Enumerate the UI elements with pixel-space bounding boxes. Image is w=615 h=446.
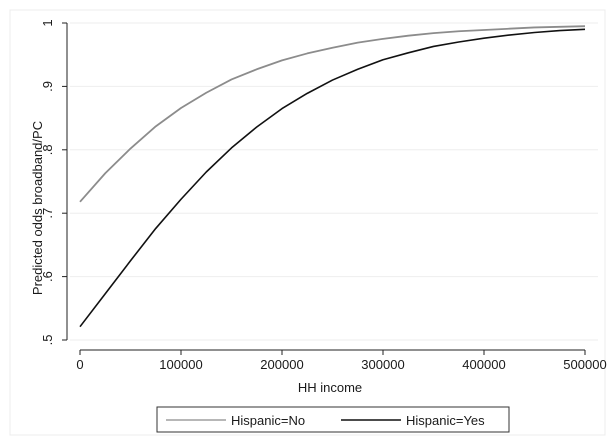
series-line-hispanic-yes [79,28,586,328]
legend: Hispanic=No Hispanic=Yes [156,406,510,433]
axes: .5 .6 .7 .8 .9 1 0 100000 200000 300000 400000 5000… [40,19,607,372]
x-tick-label: 0 [76,357,83,372]
x-tick-label: 300000 [361,357,404,372]
series-line-hispanic-no [79,25,586,203]
y-tick-label: .6 [40,271,55,282]
plot-frame [9,9,606,436]
x-axis-label: HH income [298,380,362,395]
legend-label-hispanic-yes: Hispanic=Yes [406,413,485,428]
x-tick-label: 100000 [159,357,202,372]
y-tick-label: .5 [40,335,55,346]
series-lines [79,25,586,328]
y-tick-label: .8 [40,144,55,155]
x-tick-label: 400000 [462,357,505,372]
legend-label-hispanic-no: Hispanic=No [231,413,305,428]
y-tick-label: .7 [40,208,55,219]
grid-lines [70,22,598,341]
y-axis-label: Predicted odds broadband/PC [30,121,45,295]
y-tick-label: .9 [40,81,55,92]
y-tick-label: 1 [40,19,55,26]
x-tick-label: 200000 [260,357,303,372]
x-tick-label: 500000 [563,357,606,372]
